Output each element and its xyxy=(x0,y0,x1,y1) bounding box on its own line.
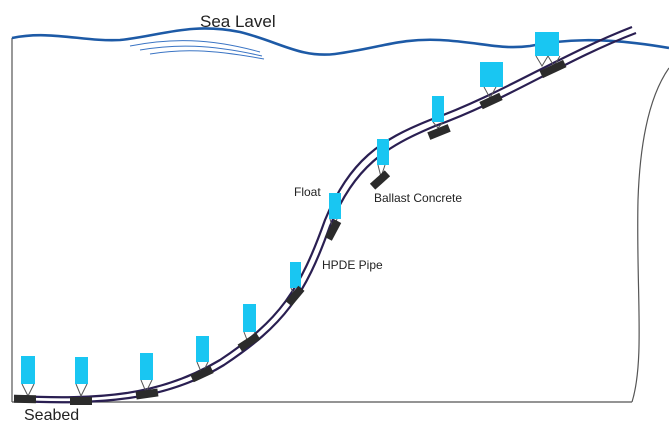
float-7 xyxy=(329,193,341,219)
hpde-pipe-label: HPDE Pipe xyxy=(322,258,383,272)
ballast-blocks xyxy=(13,59,567,405)
seabed-label: Seabed xyxy=(24,407,79,422)
ballast-3 xyxy=(135,388,159,400)
ballast-6 xyxy=(285,285,305,307)
float-10 xyxy=(480,62,503,87)
ballast-concrete-label: Ballast Concrete xyxy=(374,191,462,205)
ballast-5 xyxy=(237,332,261,352)
hpde-pipe xyxy=(13,25,637,404)
float-9 xyxy=(432,96,444,122)
wave-ripples xyxy=(129,40,265,60)
sea-level-label: Sea Lavel xyxy=(200,12,276,31)
float-label: Float xyxy=(294,185,321,199)
ballast-7 xyxy=(324,219,342,241)
float-6 xyxy=(290,262,301,288)
float-1 xyxy=(21,356,35,384)
float-5 xyxy=(243,304,256,332)
float-3 xyxy=(140,353,153,380)
right-boundary xyxy=(631,67,669,403)
float-2 xyxy=(75,357,88,384)
float-4 xyxy=(196,336,209,362)
sea-level-line xyxy=(11,27,669,56)
ballast-8 xyxy=(369,170,391,190)
ballast-1 xyxy=(13,394,37,404)
floats xyxy=(21,32,559,384)
ballast-10 xyxy=(479,92,503,110)
float-11 xyxy=(535,32,559,56)
ballast-9 xyxy=(427,124,451,140)
ballast-11 xyxy=(539,59,567,79)
float-8 xyxy=(377,139,389,165)
ballast-4 xyxy=(190,365,214,383)
ballast-2 xyxy=(70,397,92,405)
